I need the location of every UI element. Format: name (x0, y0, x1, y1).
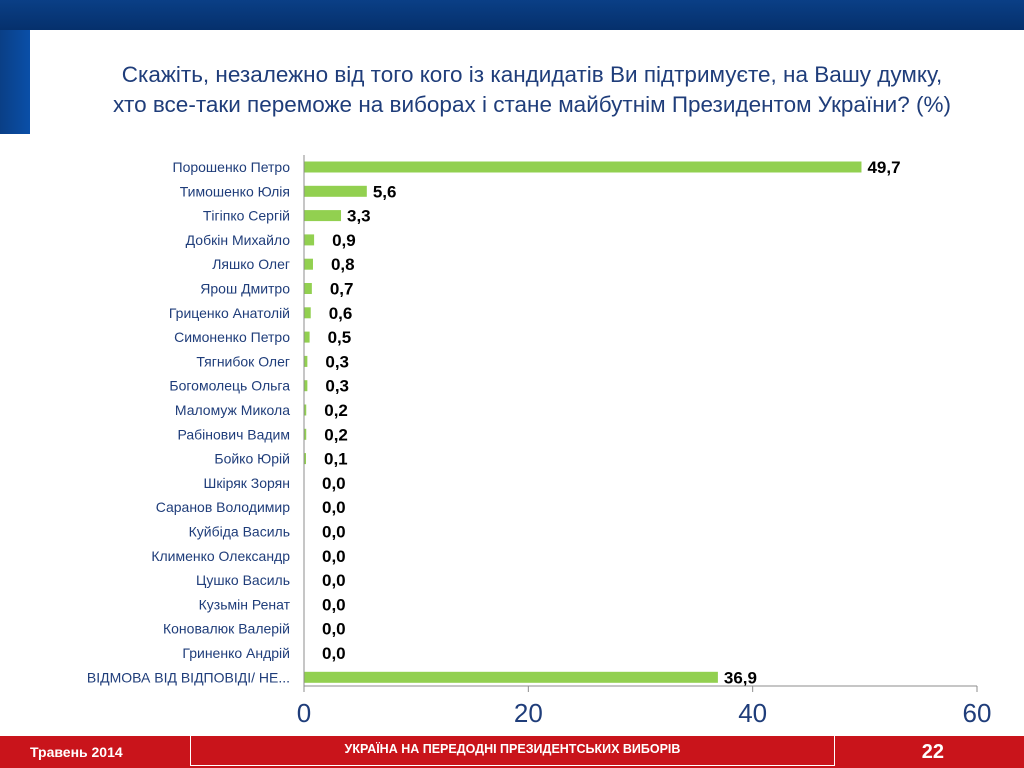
category-label: Саранов Володимир (156, 499, 291, 515)
category-label: Ляшко Олег (212, 256, 290, 272)
data-label: 3,3 (347, 207, 371, 226)
x-tick-label: 20 (514, 698, 543, 728)
data-label: 0,7 (330, 280, 354, 299)
data-label: 0,2 (324, 425, 348, 444)
data-label: 0,9 (332, 231, 356, 250)
data-label: 36,9 (724, 668, 757, 687)
bar (304, 380, 308, 392)
bar (304, 258, 313, 270)
data-label: 0,3 (325, 352, 349, 371)
title-line-2: хто все-таки переможе на виборах і стане… (113, 92, 951, 117)
category-label: Тягнибок Олег (196, 353, 290, 369)
category-label: Цушко Василь (196, 572, 290, 588)
page-number: 22 (921, 741, 944, 763)
data-label: 49,7 (867, 158, 900, 177)
top-banner (0, 0, 1024, 30)
bar (304, 671, 718, 683)
data-label: 0,2 (324, 401, 348, 420)
data-label: 0,0 (322, 620, 346, 639)
category-label: ВІДМОВА ВІД ВІДПОВІДІ/ НЕ... (87, 669, 290, 685)
data-label: 0,6 (329, 304, 353, 323)
bar (304, 404, 307, 416)
data-label: 0,8 (331, 255, 355, 274)
data-label: 0,0 (322, 547, 346, 566)
data-label: 0,0 (322, 644, 346, 663)
bar (304, 210, 342, 222)
bar (304, 307, 311, 319)
category-label: Клименко Олександр (151, 548, 290, 564)
category-label: Гриценко Анатолій (169, 305, 290, 321)
bar (304, 428, 307, 440)
bar (304, 331, 310, 343)
category-label: Ярош Дмитро (200, 281, 290, 297)
data-label: 0,0 (322, 595, 346, 614)
category-label: Бойко Юрій (214, 451, 290, 467)
category-label: Кузьмін Ренат (199, 596, 291, 612)
category-label: Тимошенко Юлія (180, 183, 290, 199)
category-label: Куйбіда Василь (189, 524, 290, 540)
left-accent-bar (0, 30, 30, 134)
data-label: 0,1 (324, 450, 348, 469)
footer-caption: УКРАЇНА НА ПЕРЕДОДНІ ПРЕЗИДЕНТСЬКИХ ВИБО… (190, 736, 835, 766)
bar (304, 234, 315, 246)
chart-title: Скажіть, незалежно від того кого із канд… (40, 60, 1024, 120)
bar (304, 355, 308, 367)
bar (304, 161, 862, 173)
category-label: Тігіпко Сергій (203, 208, 290, 224)
data-label: 0,0 (322, 474, 346, 493)
data-label: 0,3 (325, 377, 349, 396)
bar (304, 185, 367, 197)
title-line-1: Скажіть, незалежно від того кого із канд… (121, 62, 943, 87)
data-label: 0,5 (328, 328, 352, 347)
data-label: 0,0 (322, 571, 346, 590)
category-label: Добкін Михайло (186, 232, 291, 248)
category-label: Богомолець Ольга (169, 378, 290, 394)
bar (304, 453, 306, 465)
category-label: Порошенко Петро (173, 159, 291, 175)
x-tick-label: 40 (738, 698, 767, 728)
data-label: 5,6 (373, 182, 397, 201)
category-label: Симоненко Петро (174, 329, 290, 345)
data-label: 0,0 (322, 498, 346, 517)
footer-date: Травень 2014 (30, 744, 123, 760)
data-label: 0,0 (322, 523, 346, 542)
bar-chart: Порошенко Петро 49,7 Тимошенко Юлія 5,6 Тігі… (87, 155, 992, 728)
bar (304, 283, 312, 294)
category-label: Рабінович Вадим (178, 426, 291, 442)
x-tick-label: 0 (297, 698, 311, 728)
category-label: Маломуж Микола (175, 402, 290, 418)
footer-bar: Травень 2014 УКРАЇНА НА ПЕРЕДОДНІ ПРЕЗИД… (0, 736, 1024, 768)
category-label: Гриненко Андрій (182, 645, 290, 661)
category-label: Коновалюк Валерій (163, 621, 290, 637)
x-tick-label: 60 (963, 698, 992, 728)
category-label: Шкіряк Зорян (204, 475, 290, 491)
